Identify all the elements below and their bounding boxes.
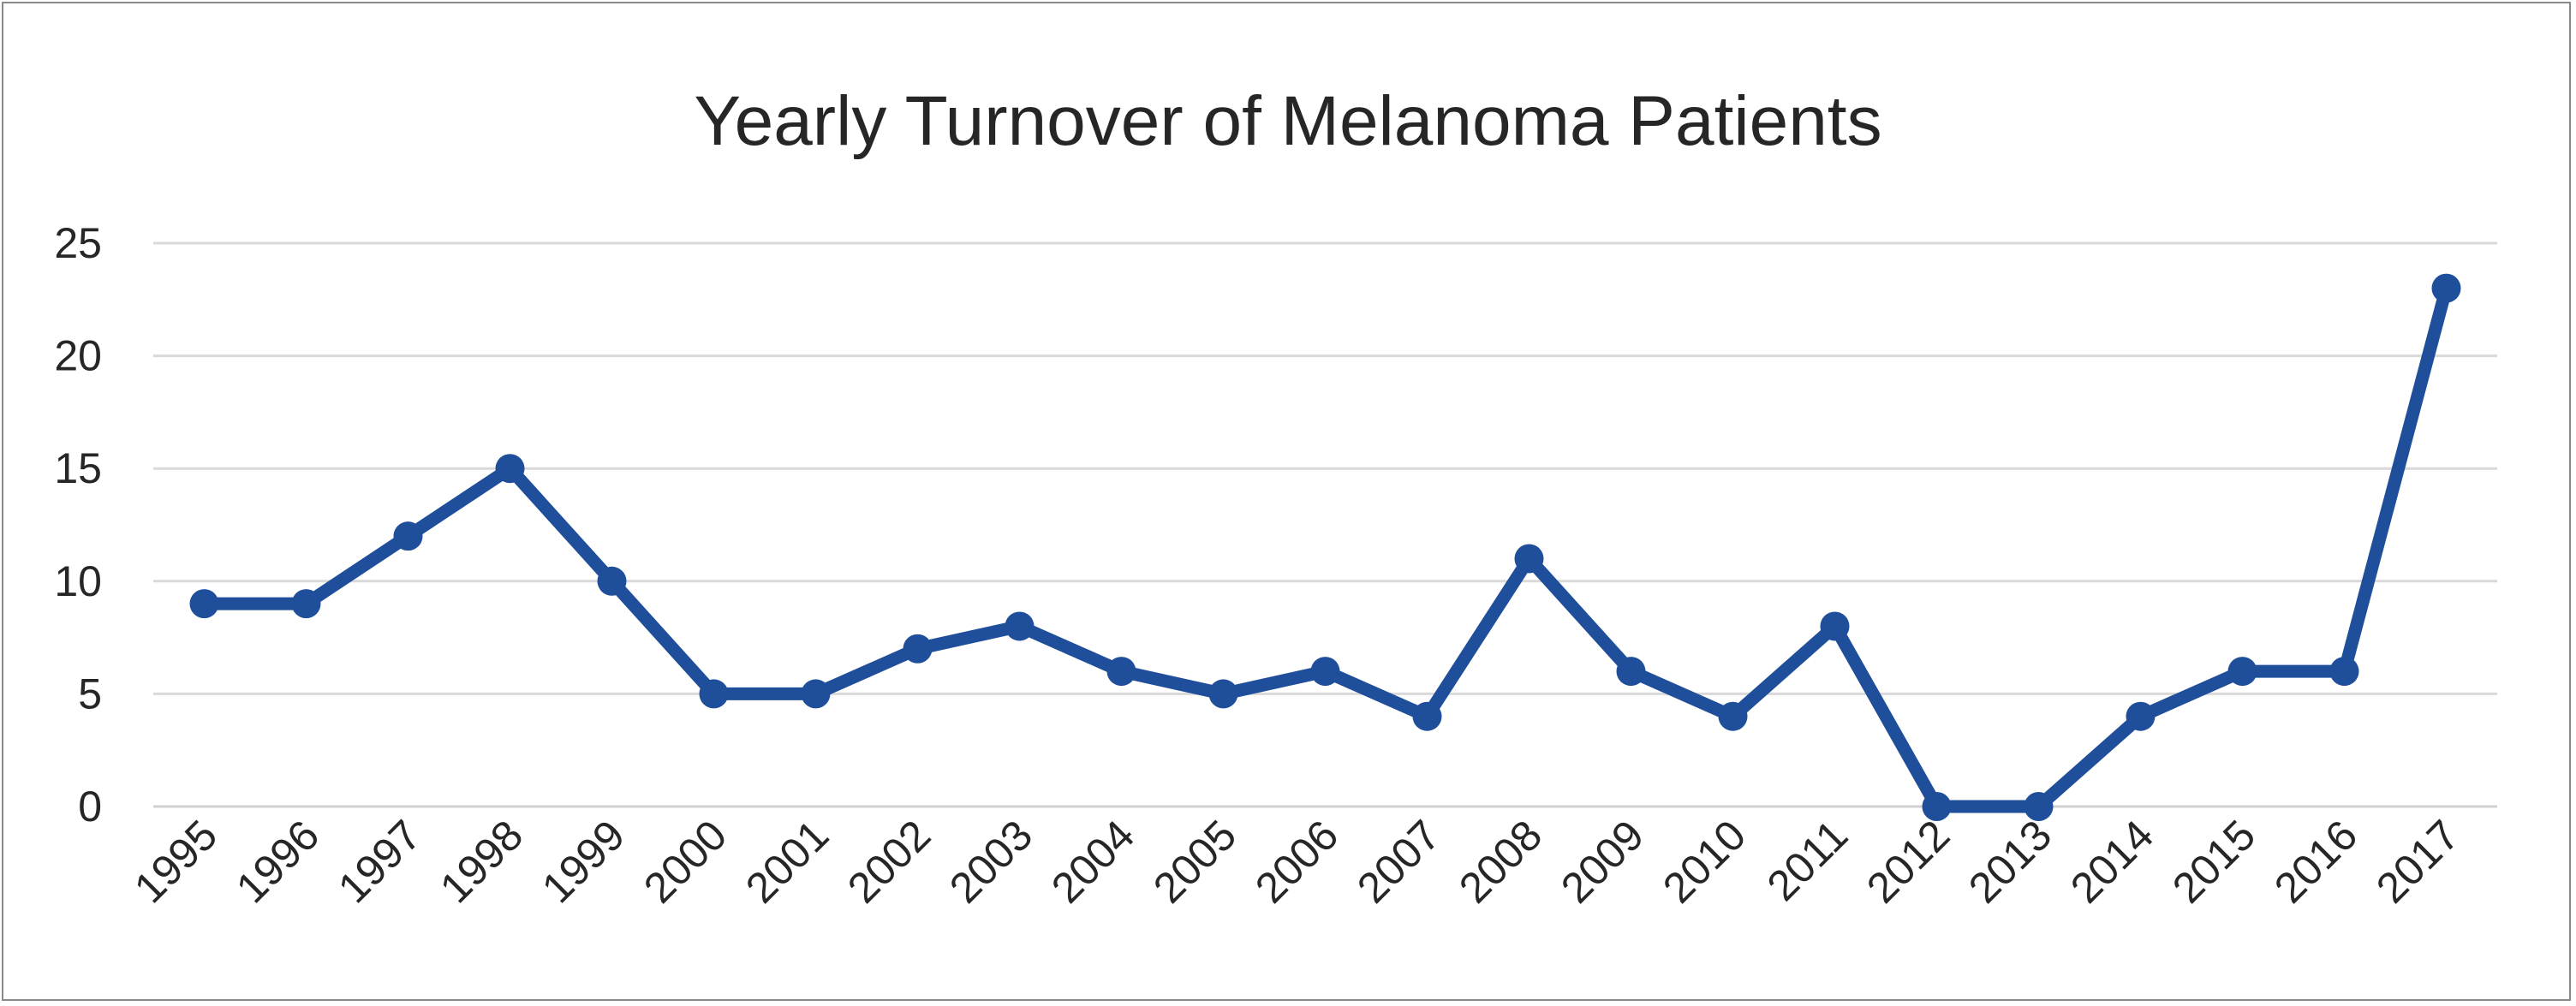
- data-point: [1106, 657, 1136, 687]
- y-tick-label: 25: [54, 219, 102, 267]
- x-tick-label: 2008: [1450, 811, 1551, 912]
- data-point: [2431, 273, 2461, 303]
- x-tick-label: 2004: [1042, 811, 1143, 912]
- x-tick-label: 2002: [838, 811, 939, 912]
- x-tick-label: 1998: [431, 811, 532, 912]
- data-point: [597, 566, 627, 596]
- data-point: [1310, 657, 1340, 687]
- x-tick-label: 2005: [1144, 811, 1245, 912]
- x-tick-label: 2000: [635, 811, 736, 912]
- data-point: [1820, 611, 1850, 641]
- series-layer: [189, 273, 2461, 821]
- data-point: [189, 589, 219, 619]
- data-point: [291, 589, 321, 619]
- data-point: [699, 679, 729, 709]
- series-line: [198, 282, 2453, 813]
- y-tick-label: 5: [78, 670, 102, 717]
- data-point: [2227, 657, 2257, 687]
- data-point: [1922, 792, 1952, 821]
- x-tick-label: 1999: [533, 811, 634, 912]
- data-point: [1412, 701, 1442, 731]
- x-tick-label: 2013: [1959, 811, 2060, 912]
- data-point: [2329, 657, 2359, 687]
- x-tick-label: 2011: [1758, 811, 1857, 910]
- x-tick-label: 1995: [125, 811, 226, 912]
- y-tick-label: 10: [54, 557, 102, 605]
- x-tick-label: 2003: [940, 811, 1041, 912]
- data-point: [2126, 701, 2156, 731]
- y-tick-label: 20: [54, 332, 102, 380]
- x-tick-label: 2006: [1246, 811, 1347, 912]
- data-point: [495, 454, 525, 484]
- data-point: [393, 521, 423, 551]
- line-chart: Yearly Turnover of Melanoma Patients 0 5 1…: [54, 82, 2497, 912]
- x-tick-label: 2017: [2367, 811, 2468, 912]
- data-point: [2024, 792, 2054, 821]
- data-point: [1005, 611, 1035, 641]
- data-point: [903, 634, 933, 664]
- x-tick-label: 2001: [736, 811, 838, 912]
- x-axis-tick-labels: 1995 1996 1997 1998 1999 2000 2001 2002 2003 2004…: [125, 811, 2468, 912]
- x-tick-label: 1996: [227, 811, 328, 912]
- data-point: [1718, 701, 1748, 731]
- x-tick-label: 2010: [1654, 811, 1755, 912]
- x-tick-label: 2007: [1348, 811, 1449, 912]
- y-axis-tick-labels: 0 5 10 15 20 25: [54, 219, 102, 830]
- data-point: [1616, 657, 1646, 687]
- data-point: [1514, 544, 1544, 574]
- x-tick-label: 2014: [2061, 811, 2162, 912]
- x-tick-label: 2015: [2163, 811, 2264, 912]
- x-tick-label: 2009: [1552, 811, 1653, 912]
- data-point: [801, 679, 831, 709]
- x-tick-label: 2012: [1857, 811, 1959, 912]
- gridlines: [153, 241, 2497, 808]
- x-tick-label: 1997: [329, 811, 430, 912]
- x-tick-label: 2016: [2265, 811, 2366, 912]
- chart-title: Yearly Turnover of Melanoma Patients: [694, 82, 1881, 160]
- y-tick-label: 15: [54, 444, 102, 492]
- data-point: [1208, 679, 1238, 709]
- y-tick-label: 0: [78, 783, 102, 830]
